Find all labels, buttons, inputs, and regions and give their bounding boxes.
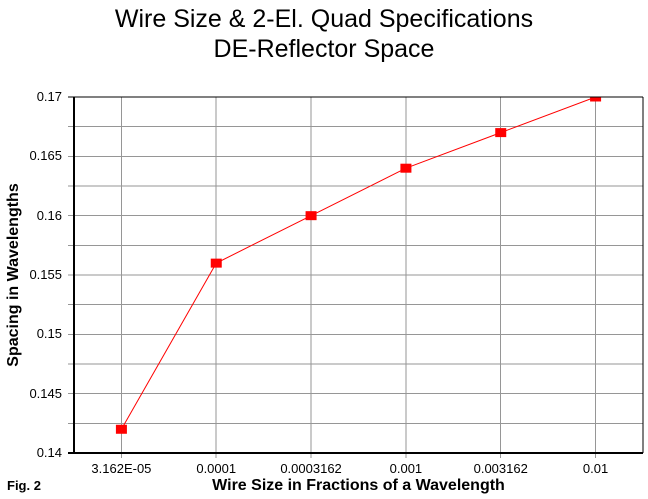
y-tick-label: 0.165 (29, 148, 62, 164)
chart-title-line1: Wire Size & 2-El. Quad Specifications (114, 5, 534, 33)
y-tick-label: 0.17 (36, 89, 62, 104)
chart-title-line2: DE-Reflector Space (213, 35, 435, 63)
y-tick-label: 0.145 (29, 385, 62, 401)
y-tick-label: 0.155 (29, 267, 62, 282)
x-axis-title: Wire Size in Fractions of a Wavelength (212, 477, 505, 494)
x-tick-label: 0.0003162 (280, 461, 342, 476)
data-point-marker (590, 97, 602, 102)
data-point-marker (495, 128, 507, 138)
data-point-marker (115, 424, 127, 434)
figure-number-label: Fig. 2 (7, 478, 41, 493)
data-line (120, 97, 596, 430)
y-tick-label: 0.16 (36, 207, 62, 223)
x-tick-label: 0.0001 (196, 461, 237, 476)
data-point-marker (305, 211, 317, 221)
data-point-marker (210, 258, 222, 268)
x-tick-label: 0.003162 (473, 461, 528, 476)
x-tick-label: 0.01 (582, 461, 609, 476)
data-point-marker (400, 163, 412, 173)
chart-title: Wire Size & 2-El. Quad Specifications DE… (0, 4, 648, 64)
x-tick-label: 3.162E-05 (91, 461, 152, 476)
x-tick-label: 0.001 (389, 461, 423, 476)
y-tick-label: 0.14 (36, 445, 62, 460)
y-tick-label: 0.15 (36, 326, 62, 342)
